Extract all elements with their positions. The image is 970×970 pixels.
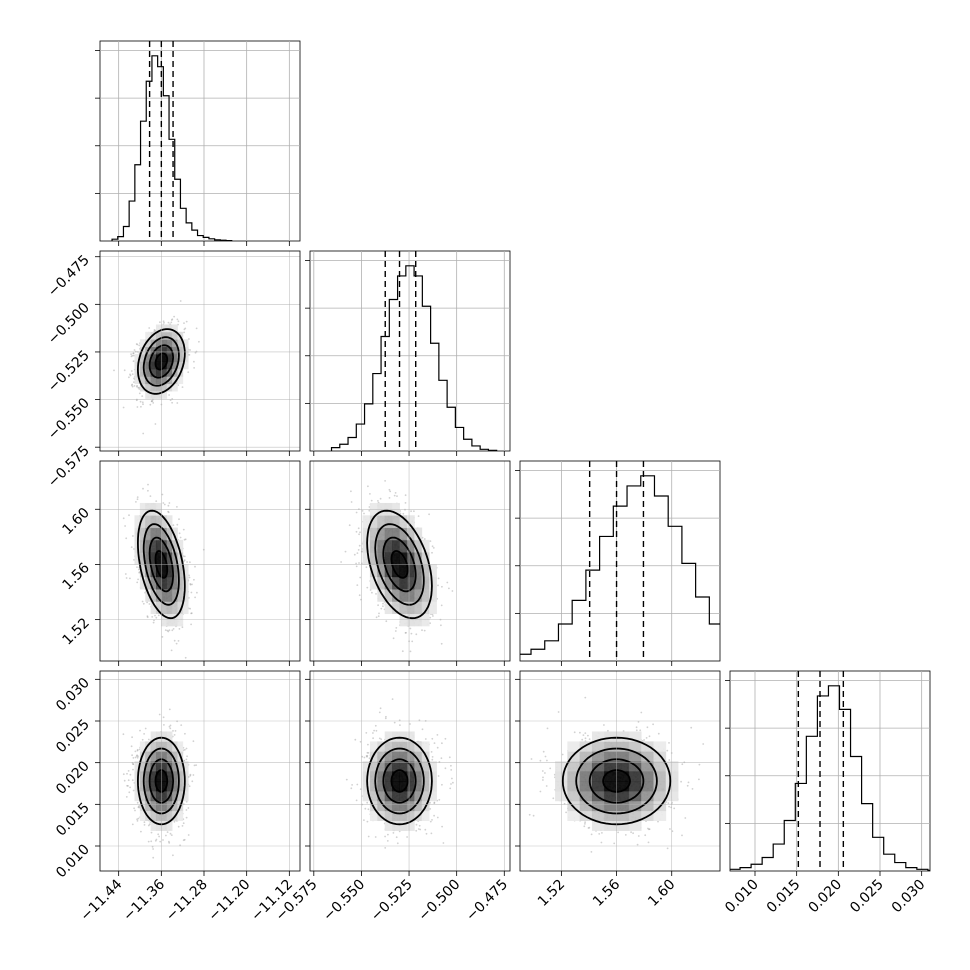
y-tick-label: 1.56: [59, 560, 92, 593]
histogram-panel-2: [305, 250, 511, 452]
contour-line: [575, 747, 658, 815]
contour-line: [382, 758, 417, 804]
x-tick-label: −0.475: [463, 877, 511, 925]
contour-line: [374, 523, 425, 606]
contour-line: [142, 523, 180, 606]
x-tick-label: 0.025: [847, 877, 887, 917]
panel-frame: [99, 670, 301, 872]
contour-line: [602, 769, 631, 793]
y-tick-label: 1.60: [59, 505, 92, 538]
panel-frame: [729, 670, 931, 872]
histogram-series: [330, 265, 498, 451]
panel-frame: [99, 250, 301, 452]
scatter-panel-3-4: [519, 670, 721, 872]
y-tick-label: 1.52: [59, 615, 92, 648]
y-tick-label: −0.525: [45, 347, 93, 395]
density-grid: [362, 731, 437, 831]
contour-line: [154, 550, 169, 579]
x-tick-label: −11.20: [206, 877, 254, 925]
panel-frame: [309, 250, 511, 452]
panel-frame: [99, 460, 301, 662]
x-tick-label: 1.52: [535, 877, 568, 910]
x-tick-label: 1.60: [645, 877, 678, 910]
panel-background: [100, 671, 300, 871]
x-tick-label: −11.36: [120, 876, 168, 924]
contour-line: [390, 550, 409, 579]
x-tick-label: −0.525: [368, 877, 416, 925]
x-tick-label: 0.030: [889, 877, 929, 917]
contour-line: [561, 736, 672, 826]
contour-line: [148, 758, 175, 804]
panel-frame: [519, 670, 721, 872]
panel-background: [100, 251, 300, 451]
histogram-panel-4: [725, 670, 931, 872]
contour-line: [136, 328, 186, 395]
panel-frame: [309, 460, 511, 662]
y-tick-label: 0.015: [53, 800, 93, 840]
x-tick-label: −0.500: [416, 877, 464, 925]
histogram-panel-1: [95, 40, 301, 242]
histogram-panel-3: [515, 460, 721, 662]
scatter-panel-1-4: [99, 670, 301, 872]
panel-frame: [99, 40, 301, 242]
x-tick-label: 0.015: [764, 877, 804, 917]
scatter-panel-2-4: [309, 670, 511, 872]
y-tick-label: 0.010: [53, 842, 93, 882]
y-tick-label: −0.500: [45, 300, 93, 348]
density-grid: [362, 502, 437, 627]
contour-line: [374, 747, 425, 815]
x-tick-label: 1.56: [590, 876, 623, 909]
contour-line: [148, 344, 175, 379]
histogram-series: [730, 685, 930, 871]
x-tick-label: −11.44: [78, 876, 126, 924]
x-tick-label: 0.010: [722, 877, 762, 917]
panel-frame: [519, 460, 721, 662]
panel-frame: [309, 670, 511, 872]
scatter-panel-1-2: [99, 250, 301, 452]
histogram-series: [520, 475, 720, 655]
panel-background: [100, 461, 300, 661]
contour-line: [366, 736, 433, 826]
x-tick-label: −0.550: [320, 877, 368, 925]
contour-line: [366, 509, 433, 620]
y-tick-label: 0.030: [53, 675, 93, 715]
scatter-panel-2-3: [309, 460, 511, 662]
contour-line: [136, 509, 186, 620]
contour-line: [154, 352, 169, 371]
contour-line: [142, 336, 180, 387]
y-tick-label: −0.575: [45, 443, 93, 491]
y-tick-label: 0.020: [53, 758, 93, 798]
contour-line: [148, 536, 175, 593]
x-tick-label: 0.020: [805, 877, 845, 917]
contour-line: [588, 758, 645, 804]
contour-line: [382, 536, 417, 593]
x-tick-label: −11.28: [163, 877, 211, 925]
y-tick-label: −0.475: [45, 252, 93, 300]
contour-line: [142, 747, 180, 815]
y-tick-label: −0.550: [45, 395, 93, 443]
contour-line: [390, 769, 409, 793]
contour-line: [154, 769, 169, 793]
histogram-series: [111, 55, 233, 241]
contour-line: [136, 736, 186, 826]
scatter-panel-1-3: [99, 460, 301, 662]
y-tick-label: 0.025: [53, 717, 93, 757]
